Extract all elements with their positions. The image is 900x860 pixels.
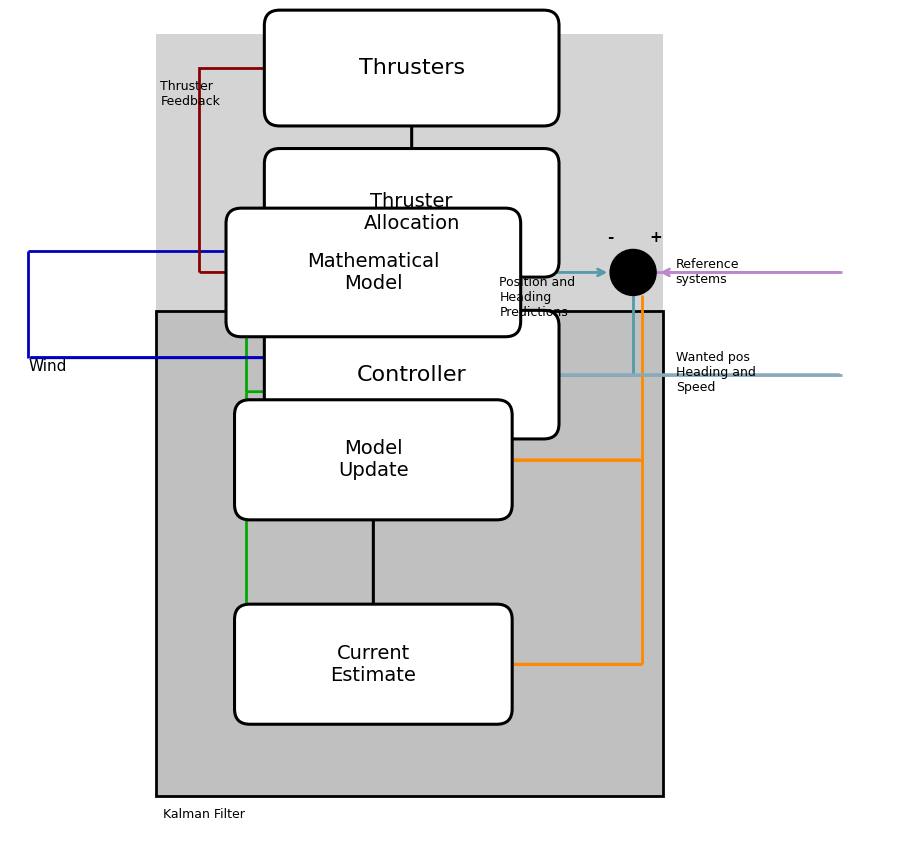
Text: Controller: Controller	[356, 365, 466, 384]
FancyBboxPatch shape	[265, 310, 559, 439]
Bar	[157, 34, 663, 489]
Text: Wind: Wind	[29, 359, 67, 374]
Text: Reference
systems: Reference systems	[676, 259, 739, 286]
Text: Position and
Heading
Predictions: Position and Heading Predictions	[500, 277, 575, 320]
FancyBboxPatch shape	[235, 400, 512, 519]
Text: Current
Estimate: Current Estimate	[330, 643, 417, 685]
Circle shape	[610, 249, 656, 296]
Text: +: +	[650, 230, 662, 245]
Text: Mathematical
Model: Mathematical Model	[307, 252, 439, 293]
FancyBboxPatch shape	[265, 149, 559, 277]
Text: Model
Update: Model Update	[338, 439, 409, 480]
FancyBboxPatch shape	[226, 208, 521, 337]
FancyBboxPatch shape	[235, 605, 512, 724]
Text: Kalman Filter: Kalman Filter	[163, 808, 245, 821]
FancyBboxPatch shape	[265, 10, 559, 126]
Text: Thrusters: Thrusters	[358, 58, 464, 78]
Text: Thruster
Feedback: Thruster Feedback	[160, 80, 220, 108]
Text: Thruster
Allocation: Thruster Allocation	[364, 193, 460, 233]
Bar	[157, 310, 663, 796]
Text: -: -	[607, 230, 613, 245]
Text: Wanted pos
Heading and
Speed: Wanted pos Heading and Speed	[676, 351, 756, 394]
